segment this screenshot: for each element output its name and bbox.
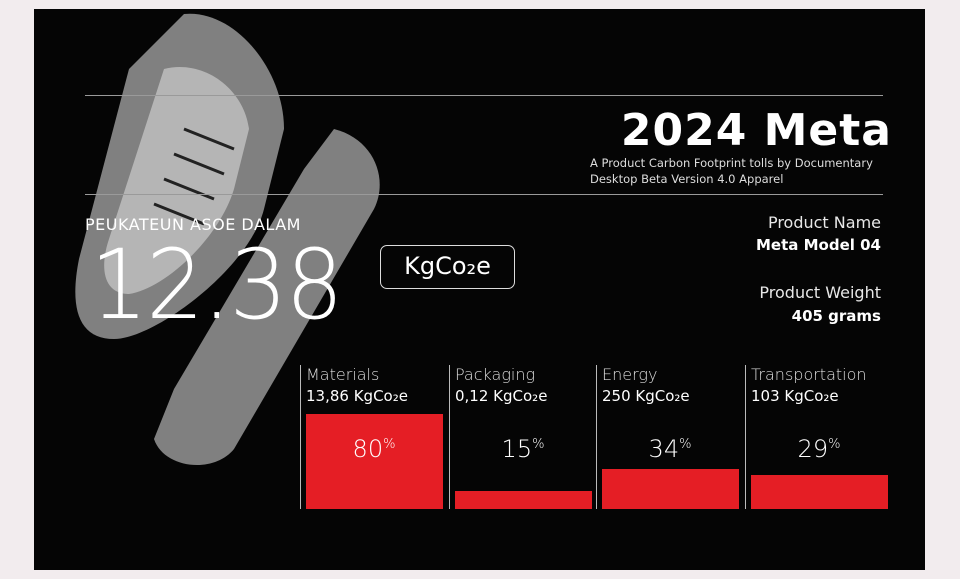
percent-sign: % (532, 437, 545, 452)
category-percent: 29% (746, 435, 892, 463)
middle-divider (85, 194, 883, 195)
product-name-value: Meta Model 04 (756, 236, 881, 254)
category-bar (602, 469, 739, 509)
subtitle-line-1: A Product Carbon Footprint tolls by Docu… (590, 156, 873, 170)
category-materials: Materials 13,86 KgCo₂e 80% (300, 365, 446, 509)
percent-value: 15 (501, 435, 533, 463)
top-divider (85, 95, 883, 96)
category-amount: 103 KgCo₂e (751, 387, 839, 405)
category-packaging: Packaging 0,12 KgCo₂e 15% (449, 365, 595, 509)
percent-sign: % (679, 437, 692, 452)
category-bar (751, 475, 888, 509)
subtitle: A Product Carbon Footprint tolls by Docu… (590, 155, 873, 187)
category-percent: 80% (301, 435, 447, 463)
subtitle-line-2: Desktop Beta Version 4.0 Apparel (590, 172, 784, 186)
product-name-label: Product Name (767, 213, 881, 232)
percent-sign: % (383, 437, 396, 452)
category-amount: 0,12 KgCo₂e (455, 387, 548, 405)
page-title: 2024 Meta (620, 105, 892, 156)
total-label: PEUKATEUN ASOE DALAM (85, 215, 301, 234)
percent-value: 80 (352, 435, 384, 463)
category-percent: 15% (450, 435, 596, 463)
category-percent: 34% (597, 435, 743, 463)
category-transportation: Transportation 103 KgCo₂e 29% (745, 365, 891, 509)
category-amount: 13,86 KgCo₂e (306, 387, 408, 405)
category-name: Materials (306, 365, 380, 384)
product-weight-label: Product Weight (759, 283, 881, 302)
total-value: 12.38 (90, 229, 343, 341)
footprint-panel: 2024 Meta A Product Carbon Footprint tol… (34, 9, 925, 570)
category-energy: Energy 250 KgCo₂e 34% (596, 365, 742, 509)
product-weight-value: 405 grams (791, 307, 881, 325)
unit-badge: KgCo₂e (380, 245, 515, 289)
percent-sign: % (828, 437, 841, 452)
category-amount: 250 KgCo₂e (602, 387, 690, 405)
category-name: Packaging (455, 365, 536, 384)
percent-value: 29 (797, 435, 829, 463)
category-bar (455, 491, 592, 509)
percent-value: 34 (648, 435, 680, 463)
category-bar (306, 414, 443, 509)
category-name: Energy (602, 365, 658, 384)
category-name: Transportation (751, 365, 867, 384)
